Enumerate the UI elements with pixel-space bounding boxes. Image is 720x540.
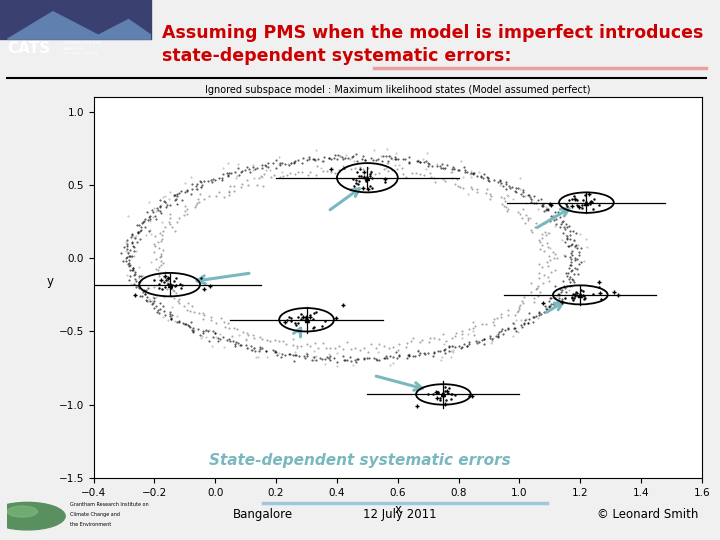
Text: Bangalore: Bangalore: [233, 508, 293, 521]
Text: © Leonard Smith: © Leonard Smith: [597, 508, 698, 521]
Y-axis label: y: y: [47, 274, 54, 287]
Text: 12 July 2011: 12 July 2011: [363, 508, 436, 521]
Text: State-dependent systematic errors: State-dependent systematic errors: [210, 453, 511, 468]
Text: Grantham Research Institute on: Grantham Research Institute on: [70, 502, 149, 508]
Text: Climate Change and: Climate Change and: [70, 512, 120, 517]
Text: the Environment: the Environment: [70, 522, 112, 526]
Text: CENTRE FOR THE
ANALYSIS
OF TIME SERIES: CENTRE FOR THE ANALYSIS OF TIME SERIES: [63, 42, 101, 56]
Polygon shape: [7, 12, 151, 39]
Bar: [0, 0, 151, 39]
Circle shape: [7, 506, 37, 517]
Text: CATS: CATS: [7, 41, 51, 56]
Title: Ignored subspace model : Maximum likelihood states (Model assumed perfect): Ignored subspace model : Maximum likelih…: [205, 85, 590, 95]
Circle shape: [0, 502, 65, 530]
X-axis label: x: x: [395, 503, 401, 516]
Text: Assuming PMS when the model is imperfect introduces
state-dependent systematic e: Assuming PMS when the model is imperfect…: [162, 24, 703, 65]
